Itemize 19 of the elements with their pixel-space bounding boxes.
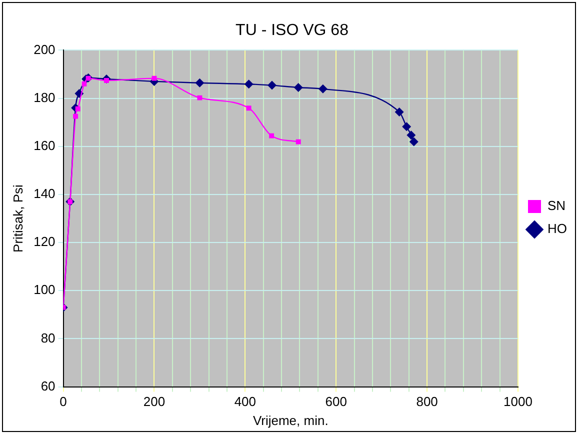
- legend-label: HO: [548, 221, 567, 236]
- x-tick-label: 200: [143, 394, 166, 410]
- legend-label: SN: [548, 198, 566, 214]
- x-tick-label: 400: [234, 394, 256, 410]
- y-tick-label: 60: [40, 378, 56, 394]
- y-tick-label: 180: [34, 90, 56, 105]
- x-tick-label: 600: [325, 394, 347, 410]
- x-tick-label: 800: [416, 394, 438, 410]
- y-tick-label: 200: [34, 42, 56, 57]
- y-axis-title: Pritisak, Psi: [10, 184, 26, 252]
- x-tick-label: 0: [60, 394, 67, 410]
- y-tick-label: 80: [40, 330, 56, 346]
- y-tick-label: 140: [34, 186, 56, 202]
- y-tick-label: 160: [34, 138, 56, 153]
- x-axis-title: Vrijeme, min.: [252, 412, 328, 428]
- y-tick-label: 120: [34, 234, 56, 250]
- x-tick-label: 1000: [504, 394, 532, 410]
- y-tick-label: 100: [34, 282, 56, 298]
- chart-title: TU - ISO VG 68: [236, 22, 349, 40]
